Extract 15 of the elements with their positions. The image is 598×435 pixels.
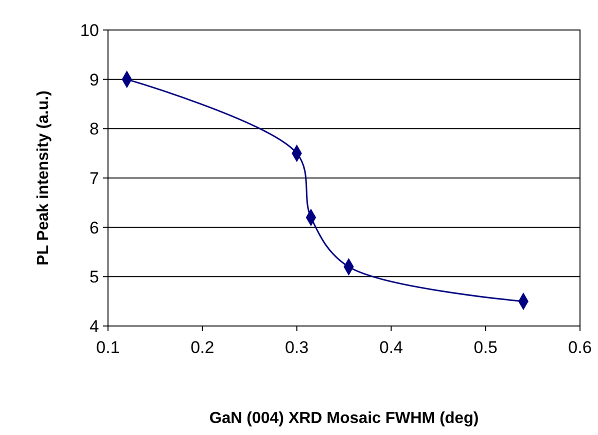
x-tick-label: 0.6	[568, 338, 592, 357]
y-tick-label: 4	[90, 316, 99, 336]
y-tick-label: 9	[90, 70, 99, 90]
x-tick-label: 0.1	[96, 338, 120, 357]
x-tick-label: 0.2	[190, 338, 214, 357]
x-axis-title: GaN (004) XRD Mosaic FWHM (deg)	[209, 410, 479, 427]
y-tick-label: 6	[90, 218, 99, 238]
y-tick-label: 7	[90, 168, 99, 188]
y-tick-label: 10	[80, 20, 99, 40]
y-tick-label: 8	[90, 120, 99, 139]
y-tick-label: 5	[90, 268, 99, 287]
x-tick-label: 0.5	[474, 338, 498, 357]
x-tick-label: 0.3	[284, 338, 309, 357]
x-tick-label: 0.4	[379, 338, 404, 357]
y-axis-title: PL Peak intensity (a.u.)	[35, 90, 52, 266]
